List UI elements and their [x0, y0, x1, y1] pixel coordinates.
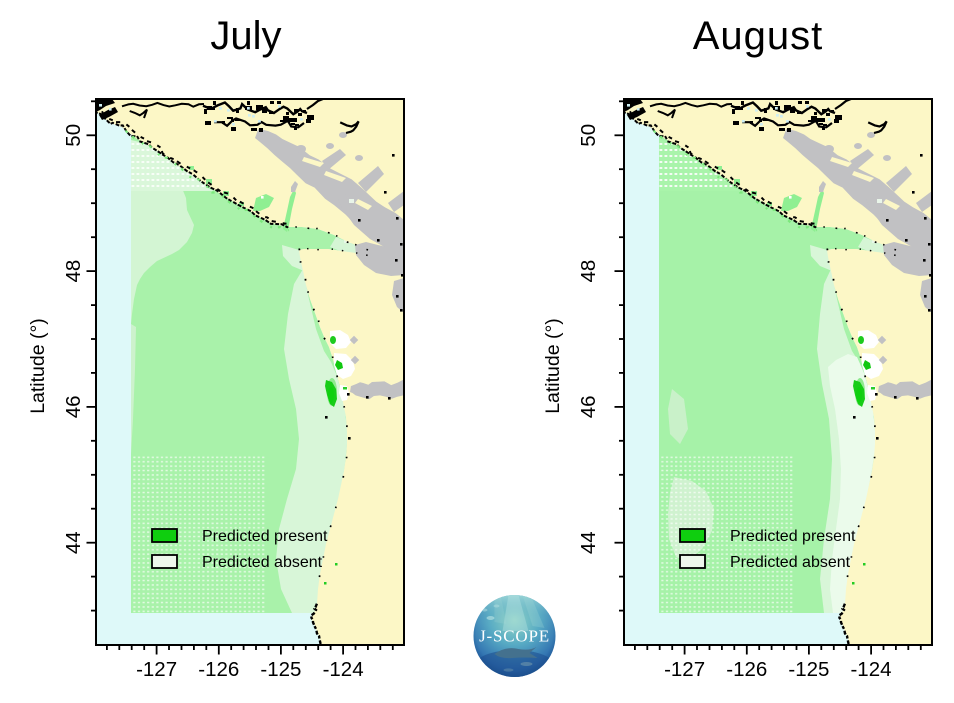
svg-text:-125: -125 [260, 658, 301, 681]
svg-text:J-SCOPE: J-SCOPE [479, 627, 550, 646]
svg-text:46: 46 [577, 395, 600, 418]
svg-text:-127: -127 [136, 658, 177, 681]
svg-text:Latitude (°): Latitude (°) [27, 318, 49, 414]
svg-text:-125: -125 [788, 658, 829, 681]
svg-text:Predicted absent: Predicted absent [730, 554, 851, 571]
svg-text:-126: -126 [726, 658, 767, 681]
svg-text:Predicted present: Predicted present [730, 528, 856, 545]
svg-text:July: July [210, 14, 281, 58]
svg-text:Predicted present: Predicted present [202, 528, 328, 545]
svg-text:Latitude (°): Latitude (°) [542, 318, 564, 414]
svg-text:50: 50 [577, 124, 600, 147]
svg-text:50: 50 [62, 124, 85, 147]
svg-text:46: 46 [62, 395, 85, 418]
svg-text:44: 44 [62, 531, 85, 554]
svg-text:-126: -126 [198, 658, 239, 681]
svg-text:48: 48 [577, 260, 600, 283]
svg-text:-124: -124 [850, 658, 891, 681]
svg-text:August: August [693, 14, 824, 58]
svg-text:-124: -124 [323, 658, 364, 681]
svg-text:Predicted absent: Predicted absent [202, 554, 323, 571]
svg-text:-127: -127 [664, 658, 705, 681]
svg-text:44: 44 [577, 531, 600, 554]
svg-text:48: 48 [62, 260, 85, 283]
